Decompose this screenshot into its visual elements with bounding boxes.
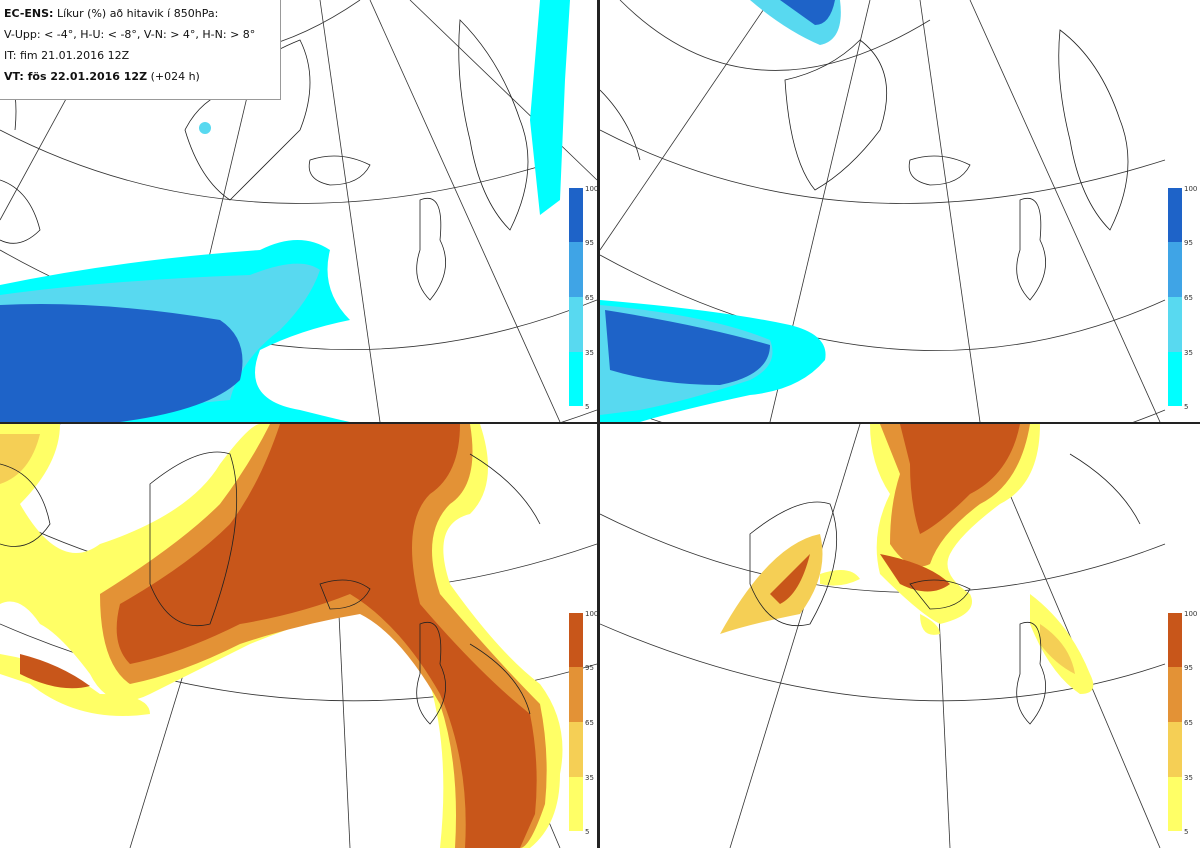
title-model: EC-ENS: (4, 7, 54, 20)
legend-band (1168, 777, 1182, 831)
legend-band (1168, 188, 1182, 242)
legend-tick: 100 (1184, 185, 1198, 193)
legend-band (569, 242, 583, 297)
legend-band (569, 352, 583, 406)
title-line-2: V-Upp: < -4°, H-U: < -8°, V-N: > 4°, H-N… (4, 28, 256, 41)
map-panel-top-right (600, 0, 1200, 422)
legend-tick: 95 (585, 664, 594, 672)
legend-tick: 95 (1184, 664, 1193, 672)
legend-tick: 5 (1184, 828, 1189, 836)
legend-top-left: 100 95 65 35 5 (569, 185, 598, 411)
forecast-hour: (+024 h) (150, 70, 200, 83)
map-bottom-left (0, 424, 597, 848)
legend-band (569, 188, 583, 242)
legend-tick: 65 (1184, 719, 1193, 727)
legend-top-right: 100 95 65 35 5 (1168, 185, 1197, 411)
valid-time: VT: fös 22.01.2016 12Z (4, 70, 148, 83)
legend-band (569, 722, 583, 777)
panel-divider-vertical (597, 0, 600, 848)
panel-divider-horizontal (0, 422, 1200, 424)
legend-band (1168, 242, 1182, 297)
map-bottom-right (600, 424, 1166, 848)
legend-tick: 100 (1184, 610, 1198, 618)
legend-tick: 5 (585, 403, 590, 411)
map-panel-top-left (0, 0, 597, 422)
legend-bottom-left: 100 95 65 35 5 (569, 610, 598, 836)
legend-tick: 5 (585, 828, 590, 836)
legend-tick: 65 (1184, 294, 1193, 302)
legend-band (1168, 722, 1182, 777)
title-line-4: VT: fös 22.01.2016 12Z (+024 h) (4, 66, 276, 87)
legend-tick: 65 (585, 719, 594, 727)
legend-tick: 95 (1184, 239, 1193, 247)
legend-band (1168, 613, 1182, 667)
legend-band (569, 777, 583, 831)
map-panel-bottom-right (600, 424, 1200, 848)
legend-tick: 35 (585, 774, 594, 782)
title-line-3: IT: fim 21.01.2016 12Z (4, 49, 130, 62)
legend-band (1168, 667, 1182, 722)
title-line-1: EC-ENS: Líkur (%) að hitavik í 850hPa: (4, 3, 276, 24)
map-top-right (600, 0, 1166, 422)
legend-band (569, 297, 583, 352)
legend-tick: 35 (585, 349, 594, 357)
legend-tick: 100 (585, 610, 599, 618)
legend-tick: 95 (585, 239, 594, 247)
legend-tick: 5 (1184, 403, 1189, 411)
legend-band (1168, 297, 1182, 352)
map-panel-bottom-left (0, 424, 597, 848)
legend-tick: 65 (585, 294, 594, 302)
map-top-left (0, 0, 597, 422)
legend-band (569, 613, 583, 667)
legend-band (1168, 352, 1182, 406)
legend-tick: 100 (585, 185, 599, 193)
legend-band (569, 667, 583, 722)
legend-tick: 35 (1184, 774, 1193, 782)
legend-tick: 35 (1184, 349, 1193, 357)
legend-bottom-right: 100 95 65 35 5 (1168, 610, 1197, 836)
title-description: Líkur (%) að hitavik í 850hPa: (56, 7, 219, 20)
title-block: EC-ENS: Líkur (%) að hitavik í 850hPa: V… (0, 0, 281, 100)
